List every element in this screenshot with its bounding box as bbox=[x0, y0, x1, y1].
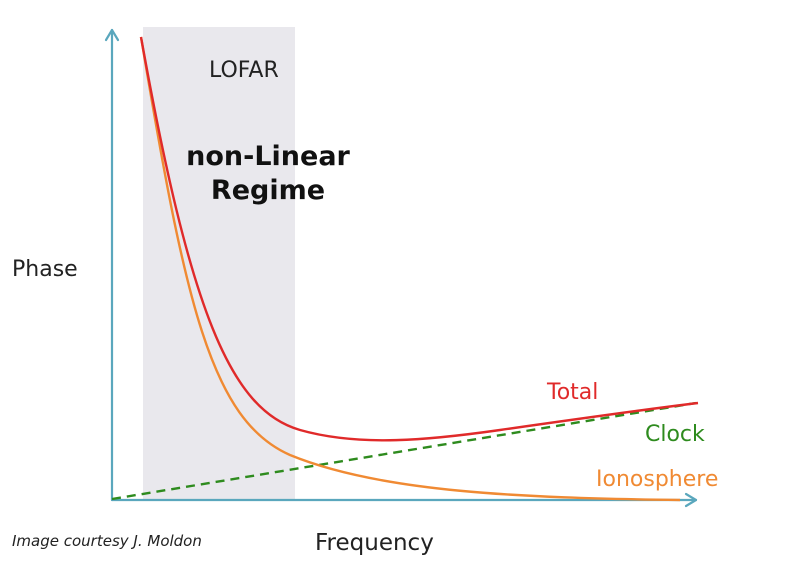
total-curve-label: Total bbox=[546, 380, 598, 405]
total-curve bbox=[139, 36, 699, 442]
clock-curve bbox=[111, 401, 697, 501]
lofar-shaded-region bbox=[143, 27, 295, 500]
axes bbox=[104, 28, 698, 508]
regime-label-line1: non-Linear bbox=[186, 141, 350, 172]
lofar-label: LOFAR bbox=[209, 58, 279, 83]
y-axis-arrowhead bbox=[104, 28, 120, 42]
y-axis-label: Phase bbox=[12, 257, 78, 282]
x-axis-arrowhead bbox=[684, 492, 698, 508]
image-credit: Image courtesy J. Moldon bbox=[12, 532, 202, 550]
clock-curve-label: Clock bbox=[645, 422, 705, 447]
regime-label-line2: Regime bbox=[211, 175, 325, 206]
ionosphere-curve bbox=[139, 36, 681, 502]
ionosphere-curve-label: Ionosphere bbox=[596, 467, 718, 492]
x-axis-label: Frequency bbox=[315, 530, 434, 556]
